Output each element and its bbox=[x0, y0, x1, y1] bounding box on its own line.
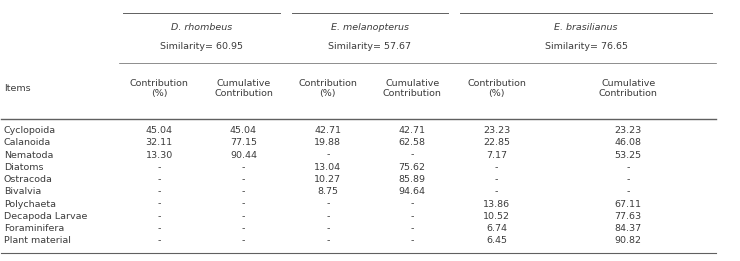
Text: Cumulative
Contribution: Cumulative Contribution bbox=[383, 79, 442, 98]
Text: 62.58: 62.58 bbox=[399, 138, 425, 147]
Text: -: - bbox=[326, 224, 329, 233]
Text: 23.23: 23.23 bbox=[483, 126, 510, 135]
Text: 7.17: 7.17 bbox=[486, 151, 507, 159]
Text: 8.75: 8.75 bbox=[317, 187, 338, 196]
Text: Bivalvia: Bivalvia bbox=[4, 187, 41, 196]
Text: -: - bbox=[411, 224, 414, 233]
Text: Nematoda: Nematoda bbox=[4, 151, 53, 159]
Text: Items: Items bbox=[4, 84, 30, 93]
Text: 42.71: 42.71 bbox=[314, 126, 341, 135]
Text: -: - bbox=[158, 187, 161, 196]
Text: -: - bbox=[627, 175, 630, 184]
Text: Contribution
(%): Contribution (%) bbox=[298, 79, 357, 98]
Text: -: - bbox=[495, 163, 498, 172]
Text: -: - bbox=[411, 151, 414, 159]
Text: Cumulative
Contribution: Cumulative Contribution bbox=[599, 79, 658, 98]
Text: 10.27: 10.27 bbox=[314, 175, 341, 184]
Text: 19.88: 19.88 bbox=[314, 138, 341, 147]
Text: E. brasilianus: E. brasilianus bbox=[554, 23, 618, 32]
Text: -: - bbox=[495, 175, 498, 184]
Text: -: - bbox=[242, 200, 245, 209]
Text: -: - bbox=[158, 163, 161, 172]
Text: -: - bbox=[158, 224, 161, 233]
Text: Calanoida: Calanoida bbox=[4, 138, 51, 147]
Text: -: - bbox=[242, 163, 245, 172]
Text: 90.82: 90.82 bbox=[615, 236, 642, 245]
Text: 85.89: 85.89 bbox=[399, 175, 425, 184]
Text: -: - bbox=[242, 212, 245, 221]
Text: -: - bbox=[242, 187, 245, 196]
Text: Similarity= 76.65: Similarity= 76.65 bbox=[545, 43, 628, 51]
Text: Plant material: Plant material bbox=[4, 236, 70, 245]
Text: -: - bbox=[326, 200, 329, 209]
Text: 13.30: 13.30 bbox=[146, 151, 172, 159]
Text: Cumulative
Contribution: Cumulative Contribution bbox=[214, 79, 273, 98]
Text: -: - bbox=[158, 212, 161, 221]
Text: 53.25: 53.25 bbox=[615, 151, 642, 159]
Text: 32.11: 32.11 bbox=[146, 138, 172, 147]
Text: Similarity= 60.95: Similarity= 60.95 bbox=[160, 43, 243, 51]
Text: -: - bbox=[411, 236, 414, 245]
Text: -: - bbox=[158, 200, 161, 209]
Text: 67.11: 67.11 bbox=[615, 200, 642, 209]
Text: 13.86: 13.86 bbox=[483, 200, 510, 209]
Text: -: - bbox=[627, 187, 630, 196]
Text: Foraminifera: Foraminifera bbox=[4, 224, 64, 233]
Text: 75.62: 75.62 bbox=[399, 163, 425, 172]
Text: Ostracoda: Ostracoda bbox=[4, 175, 53, 184]
Text: -: - bbox=[242, 224, 245, 233]
Text: 77.63: 77.63 bbox=[615, 212, 642, 221]
Text: D. rhombeus: D. rhombeus bbox=[171, 23, 232, 32]
Text: -: - bbox=[158, 175, 161, 184]
Text: 45.04: 45.04 bbox=[230, 126, 257, 135]
Text: -: - bbox=[326, 151, 329, 159]
Text: -: - bbox=[326, 212, 329, 221]
Text: 6.45: 6.45 bbox=[486, 236, 507, 245]
Text: Contribution
(%): Contribution (%) bbox=[467, 79, 526, 98]
Text: 6.74: 6.74 bbox=[486, 224, 507, 233]
Text: -: - bbox=[411, 200, 414, 209]
Text: 46.08: 46.08 bbox=[615, 138, 642, 147]
Text: -: - bbox=[242, 175, 245, 184]
Text: Diatoms: Diatoms bbox=[4, 163, 43, 172]
Text: Contribution
(%): Contribution (%) bbox=[130, 79, 189, 98]
Text: Decapoda Larvae: Decapoda Larvae bbox=[4, 212, 87, 221]
Text: 42.71: 42.71 bbox=[399, 126, 425, 135]
Text: Cyclopoida: Cyclopoida bbox=[4, 126, 56, 135]
Text: 94.64: 94.64 bbox=[399, 187, 425, 196]
Text: 45.04: 45.04 bbox=[146, 126, 172, 135]
Text: -: - bbox=[411, 212, 414, 221]
Text: -: - bbox=[158, 236, 161, 245]
Text: 10.52: 10.52 bbox=[483, 212, 510, 221]
Text: -: - bbox=[242, 236, 245, 245]
Text: 23.23: 23.23 bbox=[615, 126, 642, 135]
Text: -: - bbox=[326, 236, 329, 245]
Text: 77.15: 77.15 bbox=[230, 138, 257, 147]
Text: E. melanopterus: E. melanopterus bbox=[331, 23, 409, 32]
Text: Similarity= 57.67: Similarity= 57.67 bbox=[329, 43, 411, 51]
Text: 13.04: 13.04 bbox=[314, 163, 341, 172]
Text: -: - bbox=[627, 163, 630, 172]
Text: 22.85: 22.85 bbox=[483, 138, 510, 147]
Text: -: - bbox=[495, 187, 498, 196]
Text: 90.44: 90.44 bbox=[230, 151, 257, 159]
Text: Polychaeta: Polychaeta bbox=[4, 200, 56, 209]
Text: 84.37: 84.37 bbox=[615, 224, 642, 233]
